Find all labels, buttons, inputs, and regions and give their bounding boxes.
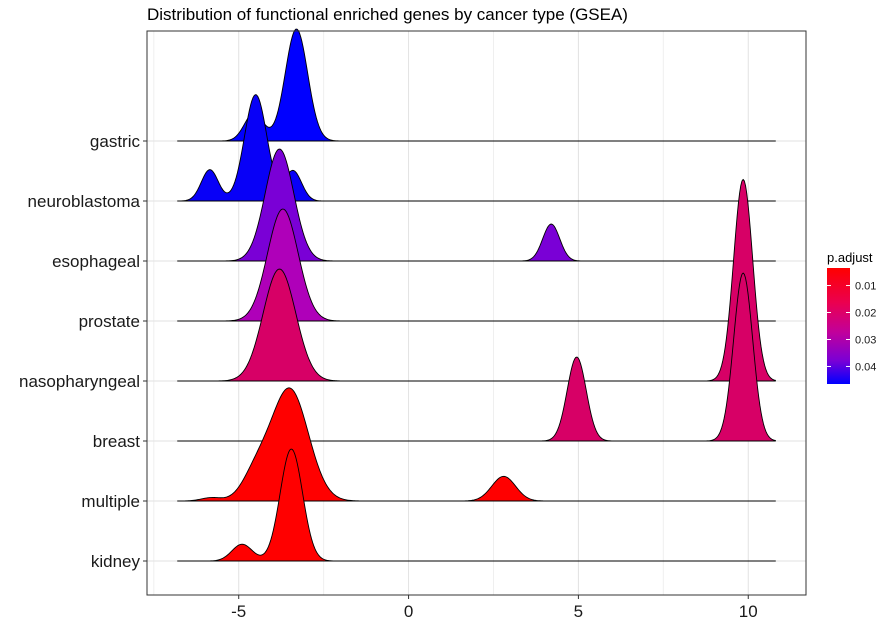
color-legend: p.adjust 0.01 0.02 0.03 0.04 <box>827 250 876 384</box>
x-tick-label: -5 <box>231 602 246 621</box>
x-axis: -5 0 5 10 <box>231 595 758 621</box>
legend-title: p.adjust <box>827 250 873 265</box>
chart-title: Distribution of functional enriched gene… <box>147 5 628 24</box>
x-tick-label: 0 <box>404 602 413 621</box>
x-tick-label: 10 <box>739 602 758 621</box>
y-tick-label: nasopharyngeal <box>19 372 140 391</box>
y-tick-label: multiple <box>81 492 140 511</box>
plot-panel <box>147 31 806 595</box>
y-tick-label: neuroblastoma <box>28 192 141 211</box>
y-tick-label: prostate <box>79 312 140 331</box>
ridge-multiple <box>177 387 776 502</box>
ridge-gastric <box>177 28 776 142</box>
y-tick-label: gastric <box>90 132 141 151</box>
ridge-esophageal <box>177 148 776 262</box>
ridge-prostate <box>177 208 776 322</box>
legend-tick-label: 0.03 <box>855 334 876 346</box>
ridges <box>177 28 776 562</box>
legend-ticks: 0.01 0.02 0.03 0.04 <box>827 281 876 373</box>
legend-tick-label: 0.04 <box>855 361 876 373</box>
legend-colorbar <box>827 268 850 384</box>
y-tick-label: breast <box>93 432 141 451</box>
ridge-nasopharyngeal <box>177 178 776 382</box>
legend-tick-label: 0.02 <box>855 308 876 320</box>
y-tick-label: esophageal <box>52 252 140 271</box>
legend-tick-label: 0.01 <box>855 281 876 293</box>
y-tick-label: kidney <box>91 552 141 571</box>
y-axis: gastric neuroblastoma esophageal prostate na… <box>19 132 147 571</box>
x-tick-label: 5 <box>574 602 583 621</box>
plot-border <box>146 30 807 596</box>
ridge-kidney <box>177 448 776 562</box>
